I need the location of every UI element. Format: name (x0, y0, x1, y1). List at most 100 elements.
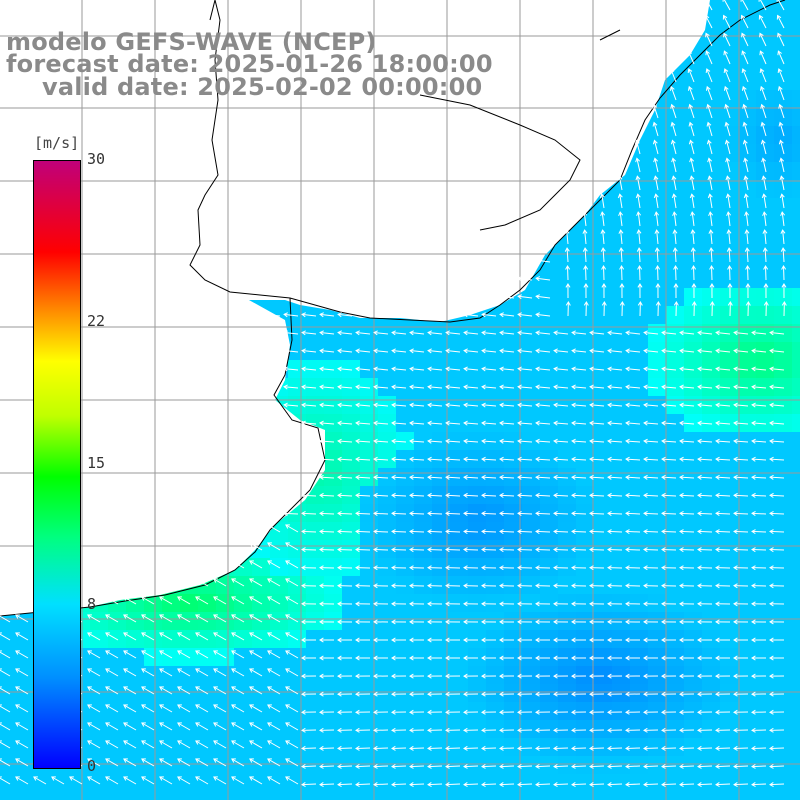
wind-arrow-head (535, 655, 540, 661)
wind-arrow (572, 386, 587, 389)
wind-arrow-head (715, 474, 720, 480)
wind-arrow-head (337, 420, 342, 426)
wind-arrow-head (319, 709, 324, 715)
wind-arrow (356, 331, 371, 335)
wind-arrow (746, 247, 749, 263)
wind-arrow-head (679, 601, 684, 607)
wind-arrow-head (463, 637, 468, 643)
wind-arrow-head (679, 745, 684, 751)
wind-arrow (500, 404, 515, 407)
wind-arrow-head (769, 583, 774, 589)
wind-arrow-head (535, 727, 540, 733)
wind-arrow (625, 494, 641, 497)
wind-arrow-head (643, 782, 648, 787)
wind-arrow (267, 776, 281, 785)
wind-arrow-head (643, 366, 648, 372)
wind-arrow (715, 494, 731, 497)
wind-arrow (302, 313, 317, 317)
wind-arrow (267, 560, 281, 569)
wind-arrow (697, 476, 713, 479)
wind-arrow (482, 404, 497, 407)
wind-arrow-head (123, 776, 128, 781)
wind-arrow (716, 440, 731, 443)
wind-arrow (705, 0, 713, 11)
wind-arrow-head (661, 655, 666, 661)
wind-arrow-head (751, 402, 756, 408)
wind-arrow (0, 633, 11, 641)
wind-arrow (249, 722, 263, 731)
wind-arrow-head (673, 301, 679, 306)
wind-arrow (644, 350, 659, 353)
wind-arrow-head (776, 14, 782, 20)
wind-arrow (553, 512, 569, 515)
wind-arrow-head (445, 637, 450, 643)
wind-arrow-head (285, 542, 290, 547)
wind-arrow (463, 512, 479, 515)
wind-arrow-head (733, 565, 738, 571)
wind-arrow-head (355, 492, 360, 498)
wind-arrow (463, 783, 479, 786)
wind-arrow-head (69, 776, 74, 781)
wind-arrow (445, 494, 461, 497)
wind-arrow-head (463, 456, 468, 462)
wind-arrow-head (427, 763, 432, 769)
wind-arrow-head (373, 583, 378, 589)
wind-arrow (213, 632, 227, 641)
wind-arrow-head (499, 547, 504, 553)
wind-arrow (728, 247, 731, 263)
wind-arrow-head (582, 247, 588, 252)
wind-arrow (338, 404, 353, 407)
wind-arrow-head (589, 583, 594, 589)
wind-arrow (285, 632, 299, 641)
wind-arrow-head (159, 758, 164, 763)
wind-arrow-head (319, 474, 324, 480)
wind-arrow-head (177, 740, 182, 745)
wind-arrow (0, 705, 11, 713)
wind-arrow-head (589, 348, 594, 354)
wind-arrow-head (499, 619, 504, 625)
wind-arrow (500, 313, 515, 317)
wind-arrow-head (445, 583, 450, 589)
wind-arrow-head (355, 402, 360, 408)
wind-arrow (337, 783, 353, 786)
wind-arrow (15, 758, 29, 767)
wind-arrow-head (688, 103, 693, 109)
wind-arrow-head (706, 103, 711, 109)
wind-arrow-head (319, 673, 324, 679)
wind-arrow (733, 530, 749, 533)
wind-arrow-head (625, 673, 630, 679)
wind-arrow-head (571, 547, 576, 553)
wind-arrow-head (319, 529, 324, 535)
wind-arrow-head (769, 402, 774, 408)
wind-arrow (781, 212, 785, 227)
wind-arrow-head (409, 402, 414, 408)
wind-arrow-head (535, 583, 540, 589)
wind-arrow (177, 614, 191, 623)
wind-arrow (302, 404, 317, 407)
wind-arrow-head (762, 211, 768, 216)
wind-arrow-head (715, 727, 720, 733)
wind-arrow-head (499, 673, 504, 679)
wind-arrow-head (409, 366, 414, 372)
wind-arrow (319, 512, 335, 515)
wind-arrow (517, 494, 533, 497)
wind-arrow (410, 404, 425, 407)
wind-arrow-head (742, 103, 747, 109)
wind-arrow (105, 776, 119, 785)
wind-arrow-head (355, 709, 360, 715)
wind-arrow (589, 765, 605, 768)
colorbar-tick-label: 22 (87, 311, 106, 330)
wind-arrow-head (571, 655, 576, 661)
wind-arrow (643, 530, 659, 533)
wind-arrow-head (760, 139, 766, 145)
wind-arrow-head (715, 384, 720, 390)
wind-arrow-head (769, 565, 774, 571)
wind-arrow-head (715, 438, 720, 444)
wind-arrow-head (445, 619, 450, 625)
wind-arrow-head (715, 763, 720, 769)
wind-arrow (159, 650, 173, 659)
wind-arrow-head (607, 474, 612, 480)
wind-arrow (724, 86, 731, 101)
wind-arrow-head (177, 686, 182, 691)
wind-arrow-head (105, 758, 110, 763)
